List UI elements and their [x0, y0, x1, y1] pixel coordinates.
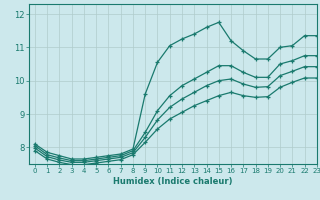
X-axis label: Humidex (Indice chaleur): Humidex (Indice chaleur)	[113, 177, 233, 186]
